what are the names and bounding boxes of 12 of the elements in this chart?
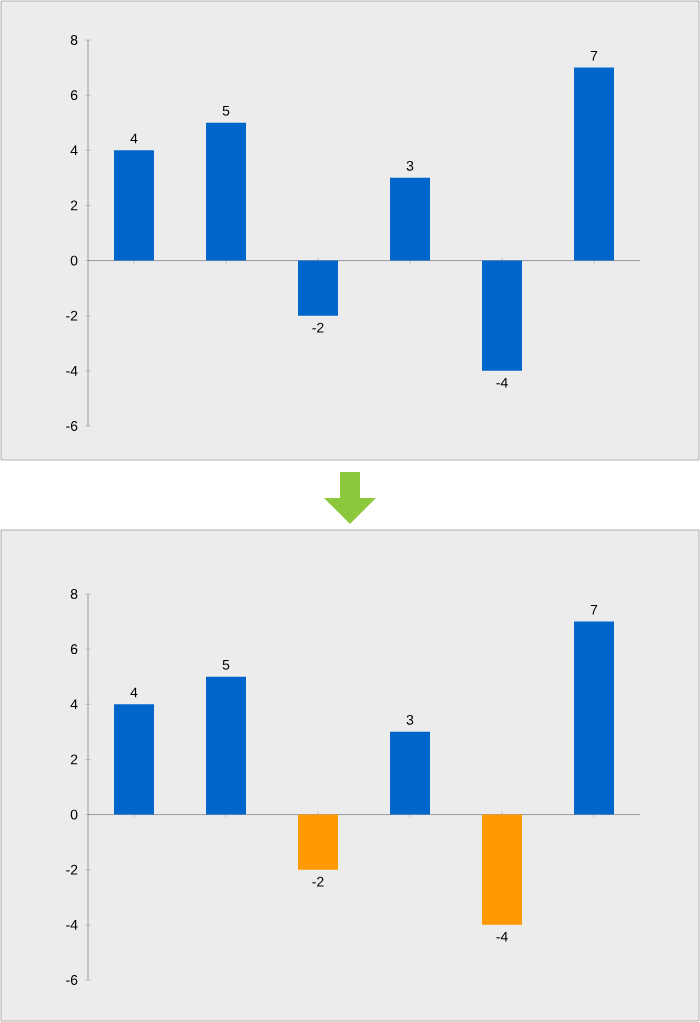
bar	[482, 814, 522, 925]
bar	[573, 621, 614, 815]
bar	[298, 260, 338, 316]
bar	[390, 177, 430, 261]
bar	[206, 676, 246, 815]
bar	[206, 122, 246, 261]
bar	[482, 260, 522, 371]
bar	[573, 67, 614, 261]
bar	[390, 731, 430, 815]
bar	[114, 150, 154, 261]
bar	[298, 814, 338, 870]
bar	[114, 704, 154, 815]
